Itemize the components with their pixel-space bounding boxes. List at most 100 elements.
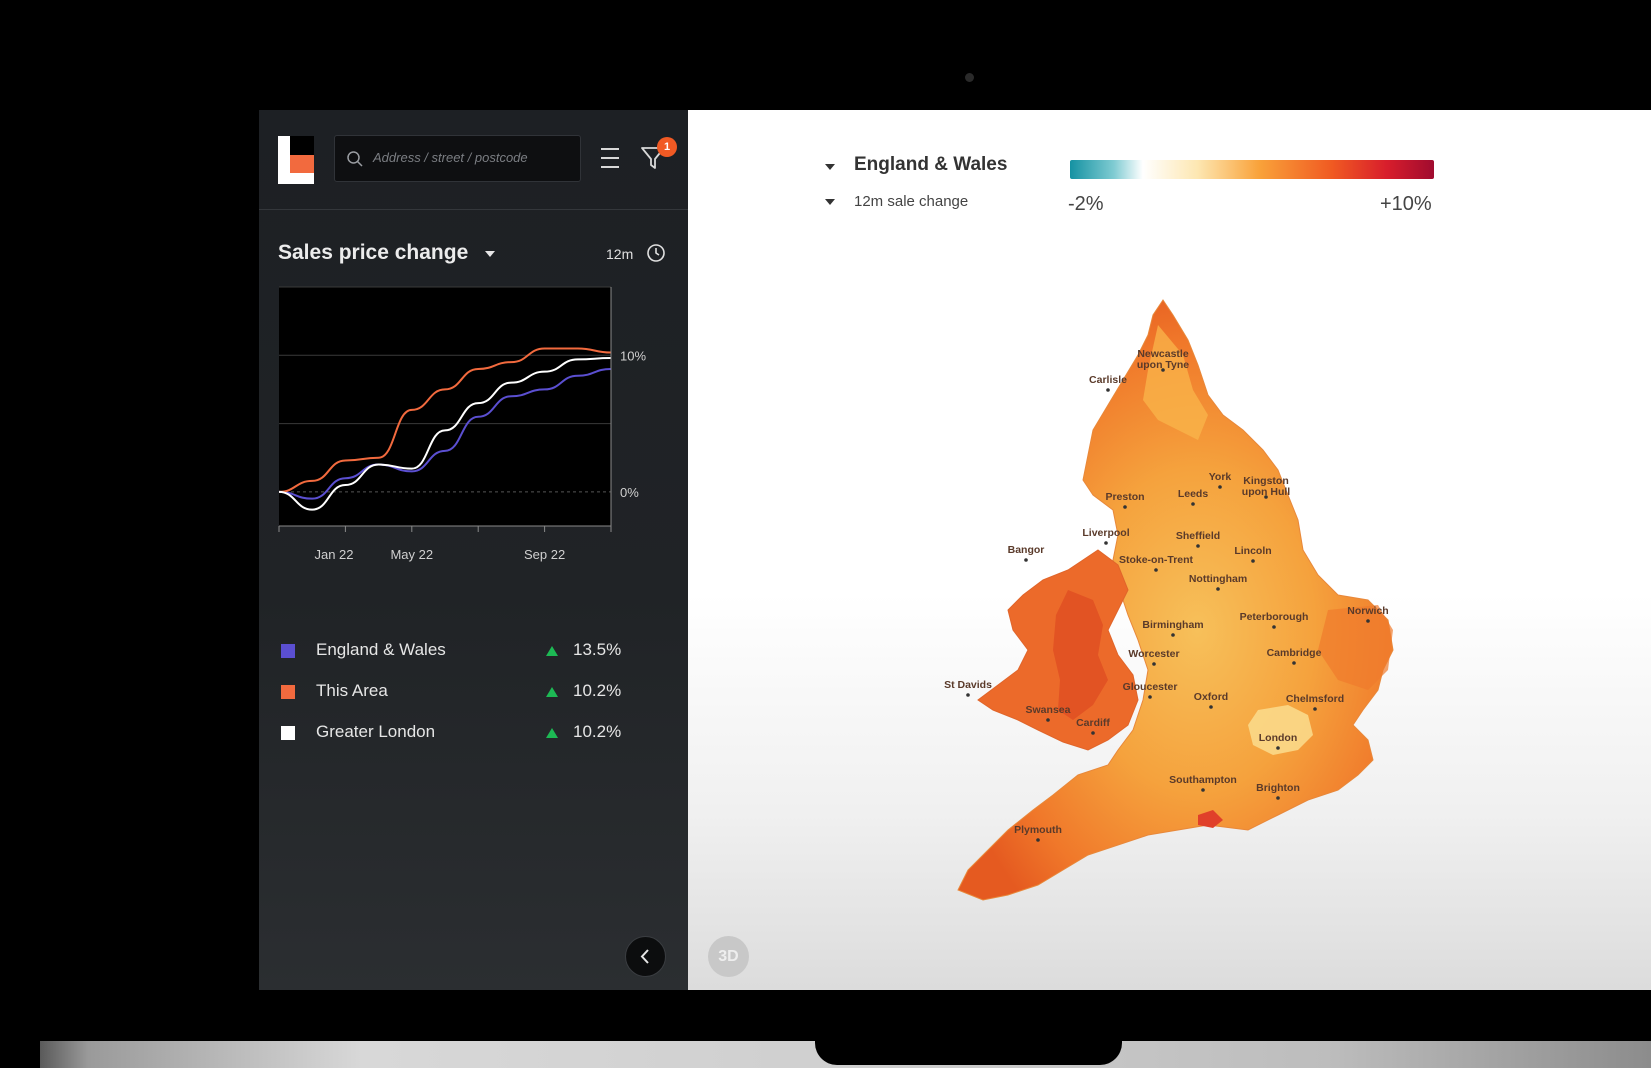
caret-down-icon[interactable] (824, 163, 836, 171)
city-label: Birmingham (1142, 619, 1203, 631)
city-label: St Davids (944, 679, 992, 691)
y-tick-label: 10% (620, 348, 646, 363)
city-label: Preston (1105, 491, 1144, 503)
chart-axes: 10% 0% Jan 22 May 22 Sep 22 (278, 287, 646, 562)
city-label: Nottingham (1189, 573, 1247, 585)
city-label: Worcester (1128, 648, 1179, 660)
city-dot (1313, 707, 1317, 711)
metric-selector[interactable]: 12m sale change (854, 193, 969, 210)
clock-icon[interactable] (646, 243, 666, 263)
sales-price-chart: 10% 0% Jan 22 May 22 Sep 22 (278, 286, 646, 562)
city-dot (1216, 587, 1220, 591)
city-dot (1046, 718, 1050, 722)
isle-of-wight[interactable] (1198, 810, 1223, 828)
app-logo[interactable] (278, 136, 314, 184)
up-arrow-icon (546, 687, 558, 697)
chevron-left-icon (640, 949, 649, 964)
caret-down-icon[interactable] (484, 250, 496, 258)
city-label: Kingston upon Hull (1242, 475, 1290, 498)
city-dot (1366, 619, 1370, 623)
city-label: London (1259, 732, 1297, 744)
city-dot (1106, 388, 1110, 392)
legend-value: 10.2% (573, 722, 622, 741)
legend-row[interactable]: This Area 10.2% (281, 681, 641, 722)
city-dot (1091, 731, 1095, 735)
caret-down-icon[interactable] (824, 198, 836, 206)
legend-value: 13.5% (573, 640, 622, 659)
series-line-england-wales (278, 367, 612, 500)
north-region (1143, 325, 1208, 440)
scale-max-label: +10% (1380, 193, 1432, 215)
search-placeholder: Address / street / postcode (373, 150, 528, 165)
england-wales-map[interactable]: Newcastle upon Tyne Carlisle York Kingston up… (688, 110, 1651, 990)
city-dot (1161, 368, 1165, 372)
hamburger-menu-icon[interactable] (599, 145, 621, 171)
city-labels: Newcastle upon Tyne Carlisle York Kingston up… (944, 348, 1389, 842)
city-dot (1218, 485, 1222, 489)
wales-interior (1053, 590, 1108, 720)
city-label: Chelmsford (1286, 693, 1344, 705)
x-tick-label: Jan 22 (314, 547, 353, 562)
city-dot (1191, 502, 1195, 506)
city-dot (1251, 559, 1255, 563)
city-dot (1123, 505, 1127, 509)
city-label: Plymouth (1014, 824, 1062, 836)
city-label: Southampton (1169, 774, 1237, 786)
app-screen: Address / street / postcode 1 Sales pric… (259, 110, 1651, 990)
city-dot (1104, 541, 1108, 545)
city-dot (1292, 661, 1296, 665)
city-label: Sheffield (1176, 530, 1220, 542)
city-dot (1154, 568, 1158, 572)
legend-value: 10.2% (573, 681, 622, 700)
legend-name: England & Wales (316, 640, 446, 659)
legend-swatch (281, 685, 295, 699)
legend-swatch (281, 644, 295, 658)
top-bar: Address / street / postcode 1 (259, 110, 688, 210)
up-arrow-icon (546, 728, 558, 738)
address-search-input[interactable]: Address / street / postcode (334, 135, 581, 182)
period-label[interactable]: 12m (606, 246, 634, 262)
scale-min-label: -2% (1068, 193, 1104, 215)
city-label: Stoke-on-Trent (1119, 554, 1194, 566)
search-icon (347, 151, 363, 167)
sidebar-panel: Address / street / postcode 1 Sales pric… (259, 110, 688, 990)
city-dot (1024, 558, 1028, 562)
chart-legend: England & Wales 13.5% This Area 10.2% Greate… (281, 640, 641, 763)
region-selector[interactable]: England & Wales (854, 154, 1008, 175)
london-region (1248, 705, 1313, 755)
city-label: Cardiff (1076, 717, 1110, 729)
laptop-notch (815, 1041, 1122, 1065)
chart-plot-area (279, 287, 611, 526)
series-line-greater-london (278, 357, 612, 511)
panel-title: Sales price change (278, 241, 469, 264)
legend-row[interactable]: England & Wales 13.5% (281, 640, 641, 681)
city-dot (1152, 662, 1156, 666)
city-label: Bangor (1008, 544, 1045, 556)
city-dot (1264, 495, 1268, 499)
x-tick-label: Sep 22 (524, 547, 565, 562)
up-arrow-icon (546, 646, 558, 656)
city-label: York (1209, 471, 1232, 483)
city-dot (1148, 695, 1152, 699)
city-dot (1201, 788, 1205, 792)
y-tick-label: 0% (620, 485, 639, 500)
city-dot (1171, 633, 1175, 637)
city-label: Lincoln (1234, 545, 1271, 557)
filter-count-badge: 1 (657, 137, 677, 157)
city-dot (966, 693, 970, 697)
collapse-panel-button[interactable] (625, 936, 666, 977)
city-dot (1196, 544, 1200, 548)
city-label: Swansea (1026, 704, 1071, 716)
city-label: Liverpool (1082, 527, 1129, 539)
map-view[interactable]: England & Wales 12m sale change -2% +10% (688, 110, 1651, 990)
city-dot (1209, 705, 1213, 709)
legend-name: This Area (316, 681, 388, 700)
city-label: Newcastle upon Tyne (1137, 348, 1189, 371)
legend-row[interactable]: Greater London 10.2% (281, 722, 641, 763)
city-label: Oxford (1194, 691, 1228, 703)
series-line-this-area (278, 347, 612, 493)
city-label: Brighton (1256, 782, 1300, 794)
toggle-3d-button[interactable]: 3D (708, 936, 749, 977)
color-scale-bar (1070, 160, 1434, 179)
city-label: Peterborough (1240, 611, 1309, 623)
